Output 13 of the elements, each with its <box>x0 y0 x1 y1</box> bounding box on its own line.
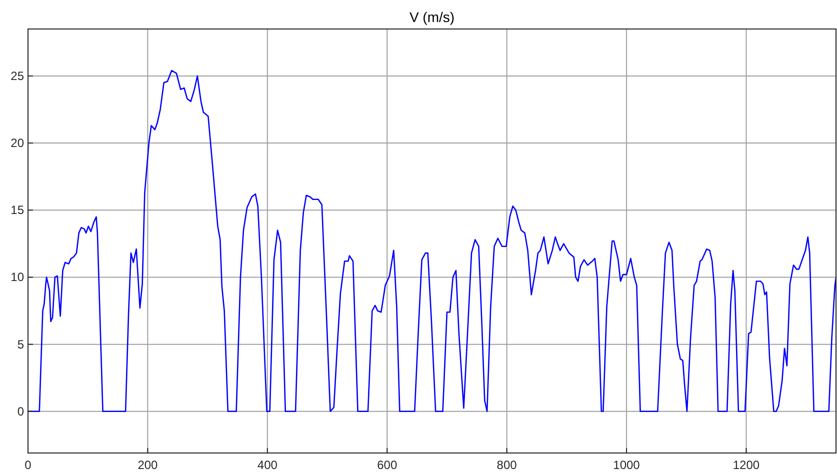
y-tick-label: 20 <box>10 136 24 150</box>
chart-title: V (m/s) <box>409 9 455 25</box>
x-tick-label: 800 <box>496 458 518 472</box>
y-tick-label: 15 <box>10 203 24 218</box>
x-tick-label: 1200 <box>732 458 760 472</box>
x-tick-label: 600 <box>377 458 398 472</box>
x-tick-label: 200 <box>138 458 158 472</box>
x-tick-label: 1000 <box>613 458 640 472</box>
y-tick-label: 10 <box>10 270 24 284</box>
y-tick-label: 0 <box>17 404 24 418</box>
x-tick-label: 400 <box>257 458 278 472</box>
y-tick-label: 25 <box>10 68 24 83</box>
y-tick-label: 5 <box>17 337 24 352</box>
